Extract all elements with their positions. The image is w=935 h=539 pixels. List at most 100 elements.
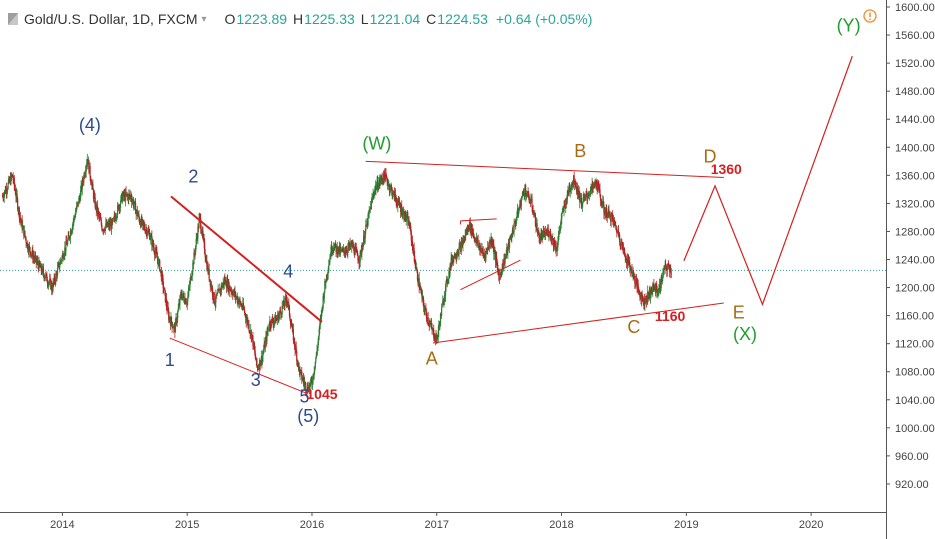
candle-body (328, 262, 330, 266)
candle-body (420, 290, 423, 293)
dropdown-caret-icon[interactable]: ▾ (201, 13, 207, 25)
candle-body (308, 385, 310, 392)
candle-body (534, 214, 537, 226)
candle-body (313, 371, 315, 376)
candle-body (101, 224, 103, 230)
candle-body (126, 193, 128, 196)
candle-body (155, 249, 157, 253)
candle-body (169, 316, 171, 321)
candle-body (375, 186, 378, 191)
candle-body (150, 235, 152, 239)
symbol-search-icon[interactable] (8, 13, 18, 25)
candle-body (278, 313, 280, 316)
candle-body (160, 269, 162, 271)
candle-body (106, 222, 109, 227)
candle-body (315, 357, 317, 362)
candle-body (584, 195, 586, 199)
candle-body (355, 248, 357, 251)
candle-body (13, 177, 15, 186)
candle-body (589, 189, 592, 195)
candle-body (339, 248, 342, 253)
price-tick-label: 1320.00 (895, 198, 935, 210)
candle-body (627, 257, 629, 266)
candle-body (38, 261, 40, 270)
candle-body (598, 184, 600, 188)
candle-body (192, 262, 194, 272)
wave-label: (X) (733, 324, 757, 344)
candle-body (78, 197, 80, 205)
high-value: 1225.33 (304, 11, 355, 27)
candle-body (436, 335, 438, 338)
candle-body (86, 163, 88, 167)
candle-body (290, 324, 292, 326)
candle-body (371, 197, 374, 199)
candle-body (305, 390, 307, 393)
candle-body (601, 202, 603, 206)
candle-body (319, 319, 321, 325)
candle-body (327, 273, 329, 277)
candle-body (59, 260, 61, 265)
candle-body (350, 244, 352, 247)
price-axis[interactable]: 920.00 960.00 1000.00 1040.00 1080.00 1120.00… (886, 0, 935, 539)
candle-body (579, 192, 581, 203)
candle-body (100, 220, 102, 225)
price-tick-label: 1360.00 (895, 170, 935, 182)
candle-body (268, 327, 270, 329)
candle-body (633, 272, 635, 275)
candle-body (310, 379, 312, 384)
candle-body (145, 230, 147, 233)
candle-body (482, 248, 484, 252)
candle-body (405, 219, 407, 220)
candle-body (600, 200, 602, 203)
candle-body (135, 211, 137, 214)
candle-body (628, 260, 630, 263)
candle-body (473, 234, 475, 237)
candle-body (69, 231, 72, 239)
candle-body (81, 180, 83, 190)
high-label: H (293, 11, 304, 27)
candle-body (42, 267, 44, 270)
candle-body (368, 210, 370, 215)
candle-body (156, 252, 158, 258)
candle-body (318, 328, 320, 337)
candle-body (423, 300, 425, 307)
symbol-title[interactable]: Gold/U.S. Dollar, 1D, FXCM (24, 11, 198, 27)
candle-body (68, 235, 70, 237)
candle-body (182, 293, 184, 297)
candle-body (262, 353, 264, 356)
candle-body (538, 230, 540, 236)
candle-body (396, 200, 398, 204)
candle-body (477, 240, 479, 246)
candle-body (114, 215, 116, 218)
price-tick-label: 920.00 (895, 479, 929, 491)
candle-body (130, 195, 132, 199)
candle-body (631, 274, 634, 276)
candle-body (318, 336, 320, 342)
candle-body (206, 260, 208, 270)
candle-body (549, 231, 552, 238)
candle-body (147, 230, 149, 235)
candle-body (602, 201, 604, 205)
time-axis[interactable]: 2014 2015 2016 2017 2018 2019 2020 (0, 512, 886, 531)
candle-body (542, 231, 544, 233)
candle-body (83, 174, 85, 182)
candle-body (243, 307, 245, 310)
candle-body (296, 351, 298, 362)
candle-body (401, 215, 403, 216)
candle-body (543, 230, 545, 237)
candle-body (48, 282, 50, 284)
candle-body (137, 215, 139, 217)
candle-body (499, 273, 502, 275)
wave-label: C (627, 317, 640, 337)
candle-body (599, 189, 601, 195)
candle-body (178, 303, 180, 309)
candle-body (458, 244, 461, 247)
candle-body (134, 202, 137, 214)
candle-body (422, 296, 424, 301)
candle-body (340, 248, 342, 250)
candle-body (161, 274, 164, 279)
candle-body (646, 301, 648, 303)
candle-body (94, 197, 96, 208)
alert-icon[interactable] (863, 9, 877, 23)
